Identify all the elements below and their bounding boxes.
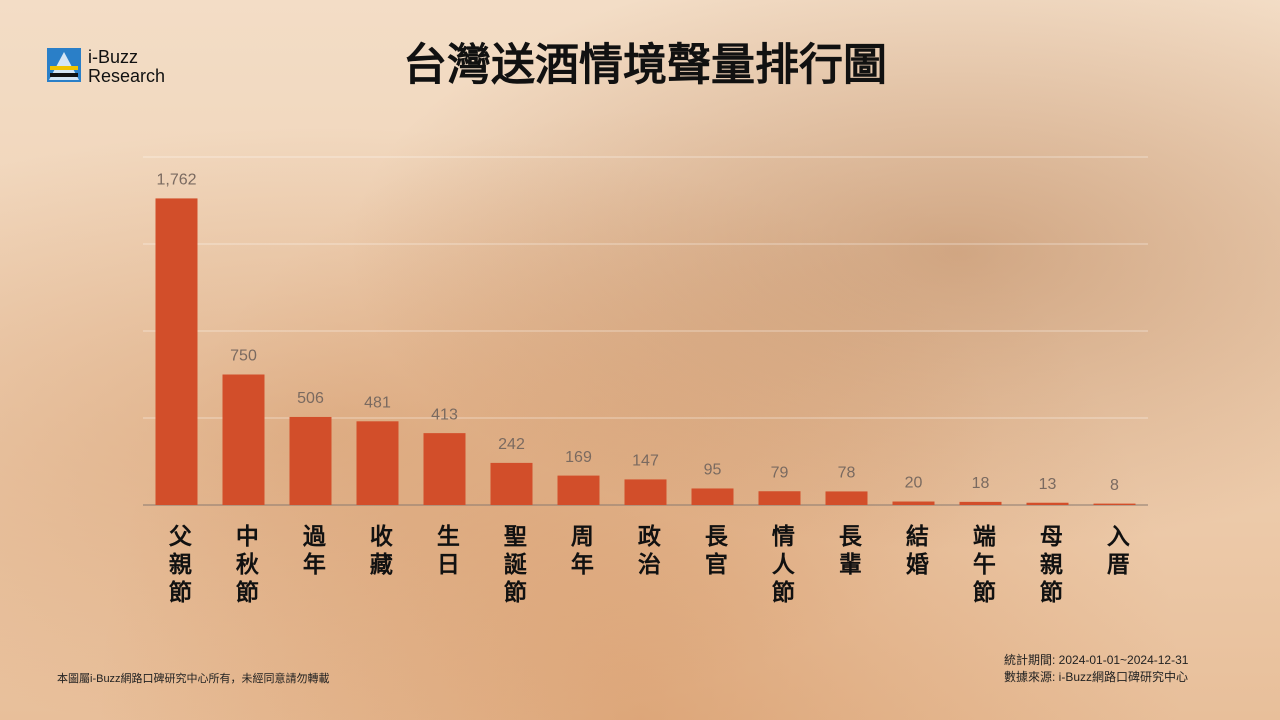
x-tick-label: 中秋節 — [232, 524, 259, 608]
bar — [1026, 502, 1069, 505]
bar — [892, 501, 935, 505]
bar — [155, 198, 198, 506]
bar — [289, 416, 332, 505]
chart-title: 台灣送酒情境聲量排行圖 — [403, 41, 887, 90]
x-tick-label: 過年 — [299, 523, 326, 580]
bar — [423, 433, 466, 505]
bar — [691, 488, 734, 505]
source: 數據來源: i-Buzz網路口碑研究中心 — [1004, 669, 1188, 684]
data-label: 8 — [1110, 477, 1119, 494]
x-tick-label: 長輩 — [835, 524, 862, 580]
bar — [624, 479, 667, 505]
x-tick-label: 入厝 — [1103, 524, 1130, 580]
x-tick-label: 生日 — [433, 524, 460, 580]
data-label: 506 — [297, 390, 324, 407]
x-tick-label: 端午節 — [969, 524, 996, 608]
bar — [959, 501, 1002, 505]
data-label: 750 — [230, 348, 257, 365]
data-label: 242 — [498, 436, 525, 453]
x-tick-label: 周年 — [567, 524, 594, 580]
logo-text: Research — [88, 66, 165, 86]
bar — [825, 491, 868, 505]
bar — [758, 491, 801, 505]
bar — [557, 475, 600, 505]
data-label: 20 — [905, 475, 923, 492]
copyright: 本圖屬i-Buzz網路口碑研究中心所有，未經同意請勿轉載 — [57, 671, 330, 685]
logo-text: i-Buzz — [88, 47, 138, 67]
logo-icon — [47, 48, 81, 82]
period: 統計期間: 2024-01-01~2024-12-31 — [1004, 652, 1189, 667]
data-label: 1,762 — [156, 172, 196, 189]
x-tick-label: 情人節 — [768, 524, 795, 608]
x-tick-label: 政治 — [634, 524, 661, 580]
bar — [1093, 503, 1136, 505]
x-tick-label: 收藏 — [366, 523, 393, 580]
data-label: 169 — [565, 449, 592, 466]
data-label: 147 — [632, 453, 659, 470]
bar — [222, 374, 265, 505]
data-label: 13 — [1039, 476, 1057, 493]
x-tick-label: 父親節 — [165, 524, 192, 608]
data-label: 79 — [771, 464, 789, 481]
data-label: 18 — [972, 475, 990, 492]
data-label: 78 — [838, 465, 856, 482]
bar — [490, 462, 533, 505]
data-label: 481 — [364, 395, 391, 412]
x-tick-label: 結婚 — [902, 523, 929, 580]
bar — [356, 421, 399, 505]
data-label: 413 — [431, 406, 458, 423]
x-tick-label: 母親節 — [1036, 524, 1063, 608]
x-tick-label: 長官 — [701, 524, 728, 580]
x-tick-label: 聖誕節 — [500, 524, 527, 608]
data-label: 95 — [704, 462, 722, 479]
